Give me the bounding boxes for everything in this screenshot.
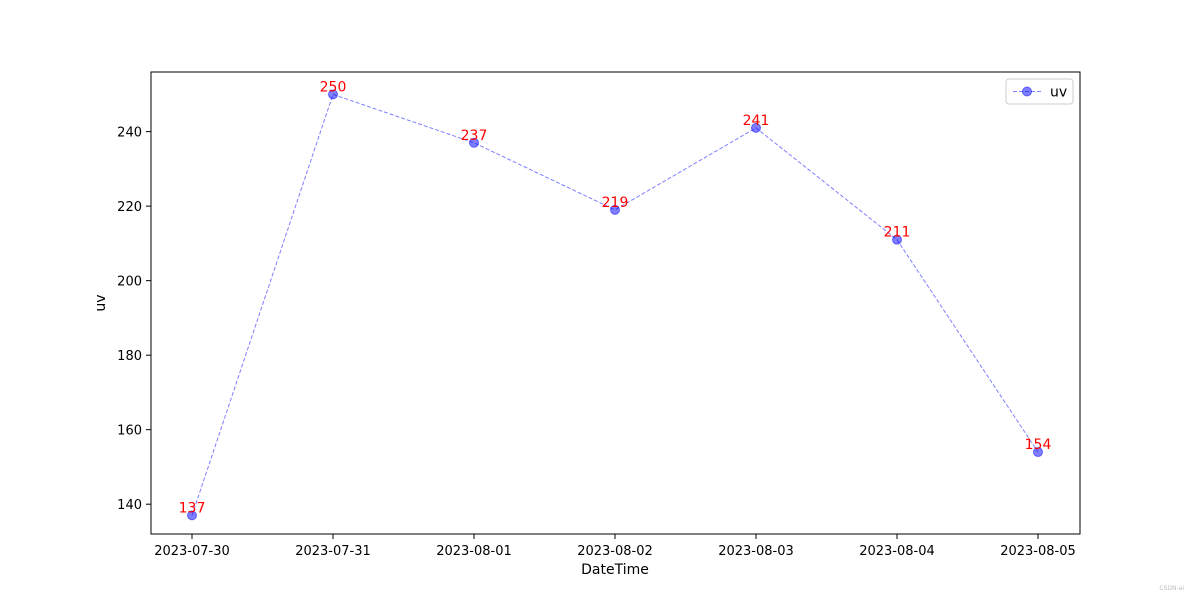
x-tick-label: 2023-08-05 — [1000, 544, 1076, 559]
x-tick-label: 2023-08-04 — [859, 544, 935, 559]
legend: uv — [1005, 78, 1074, 105]
data-point — [610, 204, 620, 215]
data-label: 154 — [1025, 437, 1052, 453]
data-point — [187, 510, 197, 521]
watermark: CSDN-ai — [1159, 585, 1184, 592]
ticks-layer: 2023-07-30 2023-07-31 2023-08-01 2023-08-02… — [117, 126, 1076, 559]
y-tick-label: 160 — [117, 424, 142, 439]
x-axis-label: DateTime — [581, 562, 649, 578]
x-tick-label: 2023-07-30 — [154, 544, 230, 559]
x-tick-label: 2023-08-03 — [718, 544, 794, 559]
x-tick-label: 2023-07-31 — [295, 544, 371, 559]
y-axis-label: uv — [93, 294, 109, 311]
data-label: 241 — [743, 113, 770, 129]
data-point — [469, 137, 479, 148]
legend-entry-uv: uv — [1050, 85, 1067, 101]
y-tick-label: 180 — [117, 349, 142, 364]
data-label: 219 — [602, 195, 629, 211]
y-tick-label: 240 — [117, 126, 142, 141]
data-point — [751, 122, 761, 133]
x-tick-label: 2023-08-01 — [436, 544, 512, 559]
data-label: 250 — [320, 79, 347, 95]
data-label: 211 — [884, 225, 911, 241]
plot-area — [150, 71, 1081, 535]
data-label: 137 — [179, 500, 206, 516]
legend-marker-sample — [1022, 86, 1032, 97]
y-tick-label: 140 — [117, 498, 142, 513]
x-tick-label: 2023-08-02 — [577, 544, 653, 559]
data-point — [1033, 447, 1043, 458]
y-tick-label: 220 — [117, 200, 142, 215]
series-layer — [187, 89, 1043, 521]
data-point — [328, 89, 338, 100]
data-label: 237 — [461, 128, 488, 144]
data-labels-layer: 137 250 237 219 241 211 154 — [179, 79, 1052, 516]
data-point — [892, 234, 902, 245]
y-tick-label: 200 — [117, 275, 142, 290]
